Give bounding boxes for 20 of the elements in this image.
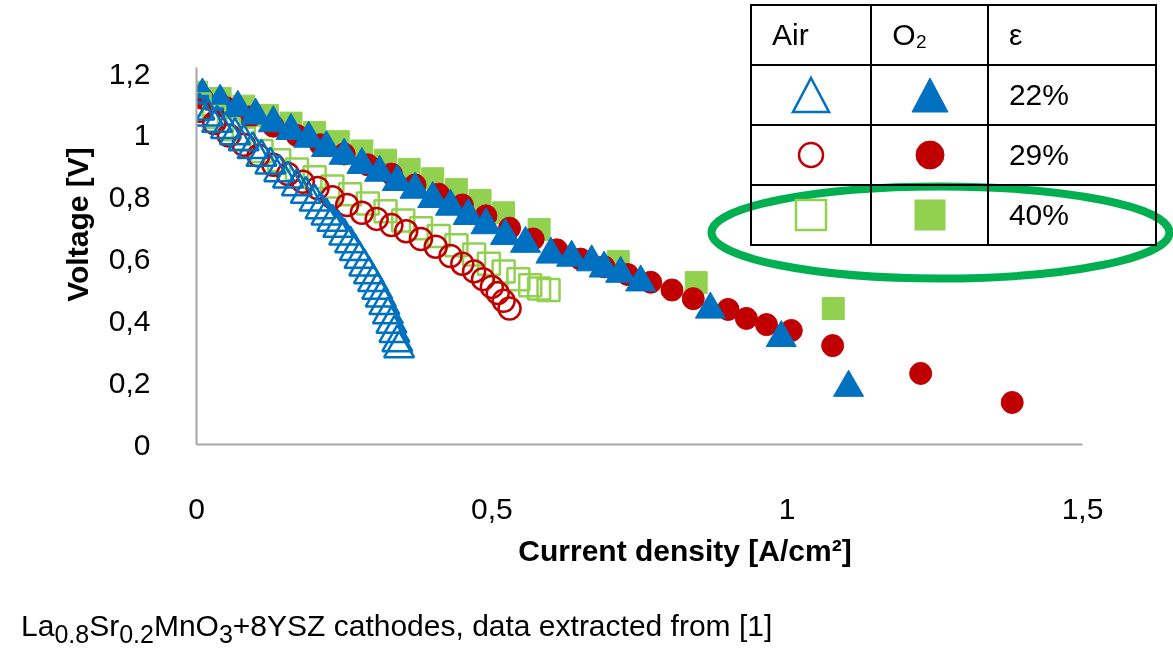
- x-tick-label: 0,5: [470, 491, 513, 525]
- annotation: 29%: [987, 125, 1156, 185]
- x-tick-label: 1: [778, 491, 796, 525]
- y-tick-label: 1,2: [108, 56, 151, 90]
- annotation: 40%: [987, 185, 1156, 245]
- y-tick-label: 0,2: [108, 365, 151, 399]
- y-tick-label: 0: [133, 427, 151, 461]
- text: O₂: [871, 5, 988, 65]
- annotation: 22%: [987, 65, 1156, 125]
- x-axis-title: Current density [A/cm²]: [518, 533, 852, 567]
- text: Air: [751, 5, 872, 65]
- y-tick-label: 1: [133, 118, 151, 152]
- y-tick-label: 0,4: [108, 303, 151, 337]
- text: ε: [987, 5, 1156, 65]
- x-tick-label: 0: [188, 491, 205, 525]
- y-tick-label: 0,6: [108, 242, 151, 276]
- text: La$_{0.8}$Sr$_{0.2}$MnO$_{3}$+8YSZ cathodes, data extracted from [1]: [21, 608, 773, 650]
- y-tick-label: 0,8: [108, 180, 151, 214]
- y-axis-title: Voltage [V]: [60, 147, 94, 302]
- x-tick-label: 1,5: [1061, 491, 1104, 525]
